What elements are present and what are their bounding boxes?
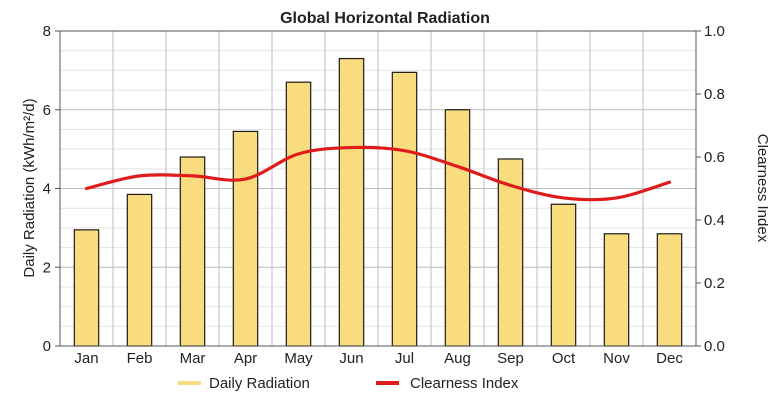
x-tick-label-sep: Sep — [497, 350, 524, 367]
chart-title: Global Horizontal Radiation — [280, 10, 490, 27]
y-tick-label: 4 — [43, 181, 51, 198]
x-axis-ticks: Jan Feb Mar Apr May Jun Jul Aug Sep Oct Nov Dec — [74, 350, 683, 367]
legend-label-clearness-index: Clearness Index — [410, 375, 519, 392]
y-tick-label: 6 — [43, 102, 51, 119]
y-tick-label: 2 — [43, 259, 51, 276]
bar-aug — [444, 109, 471, 347]
y2-tick-label: 0.2 — [704, 275, 725, 292]
bar-jul — [391, 71, 418, 347]
x-tick-label-may: May — [284, 350, 313, 367]
bar-feb — [126, 193, 153, 347]
line-series-clearness-index — [84, 145, 672, 202]
left-axis-ticks: 0 2 4 6 8 — [43, 23, 60, 355]
x-tick-label-nov: Nov — [603, 350, 630, 367]
right-axis-ticks: 0.0 0.2 0.4 0.6 0.8 1.0 — [696, 23, 725, 355]
x-tick-label-dec: Dec — [656, 350, 683, 367]
y2-tick-label: 0.0 — [704, 338, 725, 355]
bar-may — [285, 81, 312, 347]
y-axis-label: Daily Radiation (kWh/m²/d) — [21, 98, 38, 277]
x-tick-label-oct: Oct — [552, 350, 576, 367]
bar-oct — [550, 203, 577, 347]
bar-dec — [656, 233, 683, 347]
x-tick-label-mar: Mar — [180, 350, 206, 367]
y2-tick-label: 0.6 — [704, 149, 725, 166]
x-tick-label-apr: Apr — [234, 350, 257, 367]
y-tick-label: 0 — [43, 338, 51, 355]
x-tick-label-jan: Jan — [74, 350, 98, 367]
bar-jun — [338, 57, 365, 347]
bar-mar — [179, 156, 206, 347]
x-tick-label-jun: Jun — [339, 350, 363, 367]
bar-apr — [232, 130, 259, 347]
legend-label-daily-radiation: Daily Radiation — [209, 375, 310, 392]
legend: Daily Radiation Clearness Index — [178, 375, 519, 392]
x-tick-label-feb: Feb — [127, 350, 153, 367]
y2-tick-label: 0.8 — [704, 86, 725, 103]
y2-tick-label: 0.4 — [704, 212, 725, 229]
x-tick-label-aug: Aug — [444, 350, 471, 367]
clearness-index-line — [84, 145, 672, 202]
bar-jan — [73, 229, 100, 347]
y2-axis-label: Clearness Index — [754, 134, 768, 243]
y-tick-label: 8 — [43, 23, 51, 40]
y2-tick-label: 1.0 — [704, 23, 725, 40]
x-tick-label-jul: Jul — [395, 350, 414, 367]
bar-nov — [603, 233, 630, 347]
grid — [60, 31, 696, 346]
